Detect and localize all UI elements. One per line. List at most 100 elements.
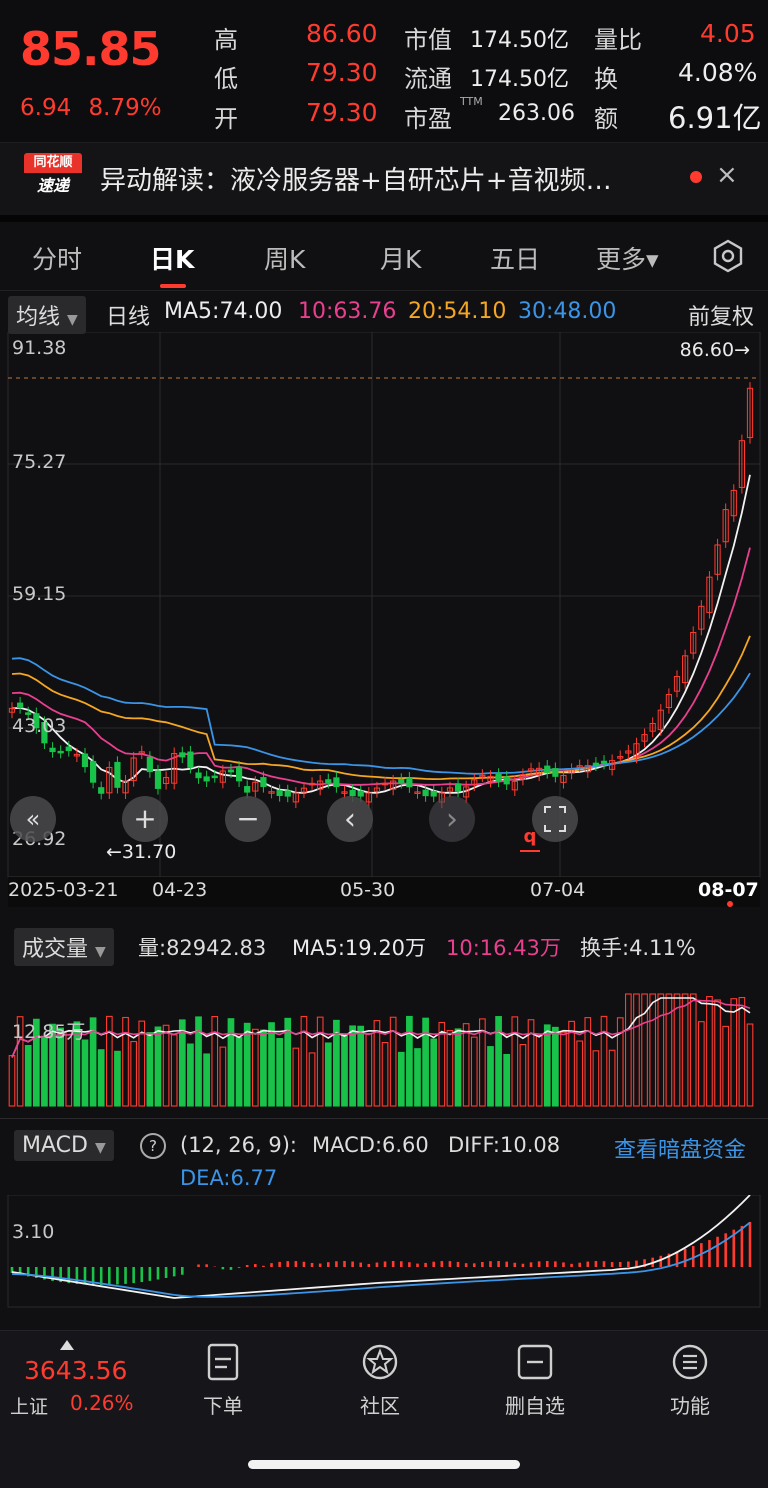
diff-value: DIFF:10.08 <box>448 1133 561 1157</box>
svg-text:›: › <box>446 802 458 837</box>
volume-ma-lines <box>11 997 751 1058</box>
float-label: 流通 <box>404 65 452 93</box>
news-banner[interactable] <box>0 142 768 223</box>
macd-dropdown-label: MACD <box>22 1133 88 1158</box>
date-label: 07-04 <box>530 879 585 901</box>
nav-functions[interactable]: 功能 <box>645 1342 735 1419</box>
home-indicator <box>248 1460 520 1469</box>
tab-daily-k[interactable]: 日K <box>150 245 195 274</box>
logo-top: 同花顺 <box>24 153 82 173</box>
community-icon <box>362 1344 398 1380</box>
order-icon <box>207 1343 239 1381</box>
news-close-button[interactable]: × <box>716 160 738 190</box>
fullscreen-button[interactable] <box>532 796 578 842</box>
ma-dropdown[interactable]: 均线 ▼ <box>8 296 86 334</box>
zoom-in-button[interactable]: + <box>122 796 168 842</box>
kline-chart[interactable]: 91.38 75.27 59.15 43.03 26.92 86.60→ ←31… <box>0 332 768 907</box>
mktcap-label: 市值 <box>404 26 452 54</box>
change-value: 6.94 <box>20 95 72 121</box>
index-name: 上证 <box>10 1396 49 1418</box>
ma5-label: MA5:74.00 <box>164 299 283 324</box>
zoom-out-button[interactable]: − <box>225 796 271 842</box>
mktcap-value: 174.50亿 <box>470 28 569 53</box>
svg-text:«: « <box>26 805 41 833</box>
ma-lines <box>11 474 751 794</box>
pe-label: 市盈 <box>404 105 452 133</box>
news-logo: 同花顺 速递 <box>24 153 82 203</box>
period-tabs <box>0 222 768 291</box>
macd-y-tick: 3.10 <box>12 1221 54 1243</box>
nav-functions-label: 功能 <box>670 1394 710 1418</box>
y-tick-label: 59.15 <box>12 583 66 605</box>
nav-order-label: 下单 <box>203 1394 243 1418</box>
turnover-value: 4.08% <box>678 58 758 87</box>
volume-chart[interactable]: 12.85万 <box>0 960 768 1110</box>
macd-chart[interactable]: 3.10 <box>0 1195 768 1310</box>
tab-monthly-k[interactable]: 月K <box>380 245 422 274</box>
ma-dropdown-label: 均线 <box>16 305 61 330</box>
nav-order[interactable]: 下单 <box>178 1342 268 1419</box>
low-marker: ←31.70 <box>106 841 176 863</box>
price-change: 6.94 8.79% <box>20 95 162 121</box>
tab-more[interactable]: 更多▾ <box>596 245 659 274</box>
nav-remove-watchlist[interactable]: 删自选 <box>490 1342 580 1419</box>
macd-lines <box>11 1195 751 1299</box>
turnover-label: 换 <box>594 65 618 93</box>
pe-value: 263.06 <box>498 101 575 126</box>
float-value: 174.50亿 <box>470 67 569 92</box>
news-headline[interactable]: 异动解读：液冷服务器+自研芯片+音视频… <box>100 166 612 196</box>
change-percent: 8.79% <box>88 95 162 121</box>
nav-community[interactable]: 社区 <box>335 1342 425 1419</box>
period-label: 日线 <box>106 305 151 330</box>
index-up-icon <box>60 1340 74 1350</box>
active-tab-indicator <box>160 284 186 288</box>
high-marker: 86.60→ <box>680 339 750 361</box>
date-label: 08-07 <box>698 879 759 901</box>
settings-hexagon-icon[interactable] <box>710 238 746 274</box>
nav-community-label: 社区 <box>360 1394 400 1418</box>
tab-intraday[interactable]: 分时 <box>32 245 83 274</box>
divider <box>0 1118 768 1119</box>
scroll-left-button[interactable]: ‹ <box>327 796 373 842</box>
date-label: 04-23 <box>152 879 207 901</box>
caret-down-icon: ▼ <box>67 312 78 328</box>
svg-text:+: + <box>133 802 156 835</box>
ma20-label: 20:54.10 <box>408 299 507 324</box>
event-marker[interactable]: q <box>520 826 540 852</box>
amount-value: 6.91亿 <box>668 101 762 135</box>
index-value[interactable]: 3643.56 <box>24 1356 128 1385</box>
tab-five-day[interactable]: 五日 <box>490 245 541 274</box>
open-label: 开 <box>214 105 238 133</box>
unread-dot <box>690 171 702 183</box>
caret-down-icon: ▼ <box>94 1140 106 1156</box>
macd-dropdown[interactable]: MACD ▼ <box>14 1130 114 1161</box>
volume-value: 量:82942.83 <box>138 936 267 960</box>
dark-pool-link[interactable]: 查看暗盘资金 <box>614 1138 747 1163</box>
volume-ma5: MA5:19.20万 <box>292 936 427 960</box>
high-label: 高 <box>214 26 238 54</box>
volume-turnover: 换手:4.11% <box>580 936 696 960</box>
candles <box>8 382 754 809</box>
low-label: 低 <box>214 65 238 93</box>
open-value: 79.30 <box>306 98 378 127</box>
pe-ttm-sup: TTM <box>460 95 483 108</box>
logo-bottom: 速递 <box>36 176 69 195</box>
adjust-mode-button[interactable]: 前复权 <box>688 305 755 330</box>
scroll-right-button[interactable]: › <box>429 796 475 842</box>
kline-grid <box>8 332 760 877</box>
volume-dropdown[interactable]: 成交量 ▼ <box>14 928 114 966</box>
volratio-value: 4.05 <box>700 19 756 48</box>
back-button[interactable]: « <box>10 796 56 842</box>
date-label: 2025-03-21 <box>8 879 118 901</box>
macd-value: MACD:6.60 <box>312 1133 429 1157</box>
dea-value: DEA:6.77 <box>180 1166 278 1190</box>
help-icon[interactable]: ? <box>140 1133 166 1159</box>
menu-icon <box>672 1344 708 1380</box>
volume-dropdown-label: 成交量 <box>22 937 89 962</box>
y-tick-label: 91.38 <box>12 337 66 359</box>
tab-weekly-k[interactable]: 周K <box>264 245 306 274</box>
current-price: 85.85 <box>20 22 162 76</box>
svg-text:‹: ‹ <box>344 802 356 837</box>
svg-text:−: − <box>236 802 259 835</box>
amount-label: 额 <box>594 105 618 133</box>
